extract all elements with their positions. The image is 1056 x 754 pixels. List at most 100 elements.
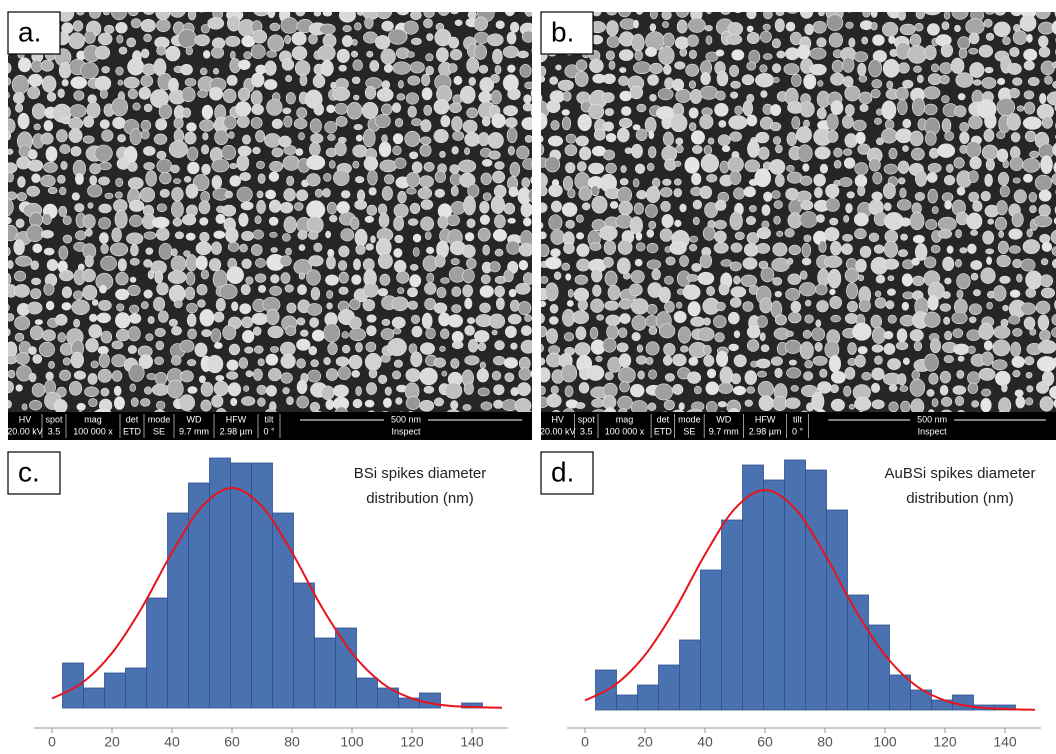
grain	[946, 245, 954, 254]
grain	[728, 407, 740, 412]
grain	[762, 53, 773, 60]
panel-label-box	[7, 11, 61, 55]
grain	[91, 299, 99, 306]
grain	[994, 216, 1007, 231]
grain	[716, 350, 729, 367]
grain	[956, 273, 971, 290]
grain	[1035, 12, 1051, 20]
grain	[225, 35, 241, 47]
grain	[128, 12, 139, 17]
grain	[579, 146, 592, 161]
grain	[1038, 21, 1055, 35]
grain	[895, 128, 913, 144]
grain	[714, 230, 727, 243]
grain	[332, 87, 351, 101]
grain	[490, 73, 500, 84]
grain	[294, 60, 311, 77]
grain	[874, 355, 883, 365]
grain	[410, 37, 422, 46]
grain	[833, 147, 843, 158]
grain	[255, 130, 266, 143]
grain	[659, 228, 673, 242]
grain	[424, 231, 432, 240]
grain	[100, 330, 113, 344]
grain	[98, 217, 111, 230]
grain	[575, 326, 587, 341]
grain	[775, 144, 783, 154]
grain	[362, 299, 376, 312]
grain	[325, 368, 339, 381]
grain	[28, 346, 37, 355]
grain	[184, 77, 197, 87]
grain	[1012, 328, 1023, 337]
grain	[721, 145, 731, 153]
bar	[356, 677, 378, 709]
grain	[741, 74, 755, 86]
grain	[828, 355, 841, 373]
grain	[140, 129, 150, 140]
grain	[75, 230, 87, 241]
grain	[118, 46, 128, 55]
grain	[396, 271, 410, 284]
grain	[354, 228, 368, 247]
grain	[143, 33, 152, 43]
grain	[410, 351, 423, 368]
grain	[700, 72, 711, 86]
bar	[335, 627, 357, 709]
grain	[926, 23, 940, 36]
grain	[73, 318, 81, 328]
grain	[1038, 35, 1049, 48]
grain	[592, 284, 602, 297]
grain	[829, 288, 836, 296]
grain	[424, 297, 436, 311]
grain	[71, 192, 80, 201]
grain	[1051, 258, 1056, 269]
grain	[541, 343, 545, 353]
grain	[801, 243, 812, 258]
grain	[300, 329, 309, 337]
grain	[914, 191, 926, 201]
grain	[618, 353, 632, 368]
grain	[87, 184, 103, 198]
grain	[555, 64, 562, 71]
grain	[493, 399, 504, 409]
grain	[254, 273, 267, 283]
bar	[658, 664, 680, 711]
grain	[251, 72, 265, 88]
grain	[1023, 173, 1033, 183]
bar	[721, 519, 743, 711]
sem-grains	[8, 12, 532, 412]
grain	[803, 371, 814, 381]
grain	[911, 257, 920, 266]
grain	[783, 63, 800, 76]
grain	[279, 255, 292, 267]
grain	[552, 409, 561, 412]
grain	[168, 140, 188, 158]
grain	[730, 91, 739, 99]
grain	[1053, 398, 1056, 409]
grain	[619, 67, 627, 73]
grain	[980, 267, 996, 284]
grain	[449, 164, 460, 174]
grain	[574, 70, 589, 87]
grain	[845, 21, 854, 29]
grain	[755, 131, 770, 144]
grain	[772, 63, 782, 74]
grain	[814, 187, 823, 199]
sem-field-value: ETD	[123, 426, 142, 436]
grain	[423, 161, 435, 172]
grain	[843, 215, 850, 223]
grain	[362, 258, 375, 271]
grain	[268, 216, 279, 226]
grain	[264, 133, 281, 148]
grain	[706, 286, 715, 296]
grain	[1009, 245, 1021, 254]
grain	[844, 268, 860, 283]
grain	[476, 368, 489, 383]
grain	[884, 119, 895, 130]
grain	[662, 355, 673, 366]
grain	[734, 12, 742, 14]
grain	[284, 35, 292, 45]
grain	[951, 12, 969, 20]
grain	[607, 285, 621, 301]
